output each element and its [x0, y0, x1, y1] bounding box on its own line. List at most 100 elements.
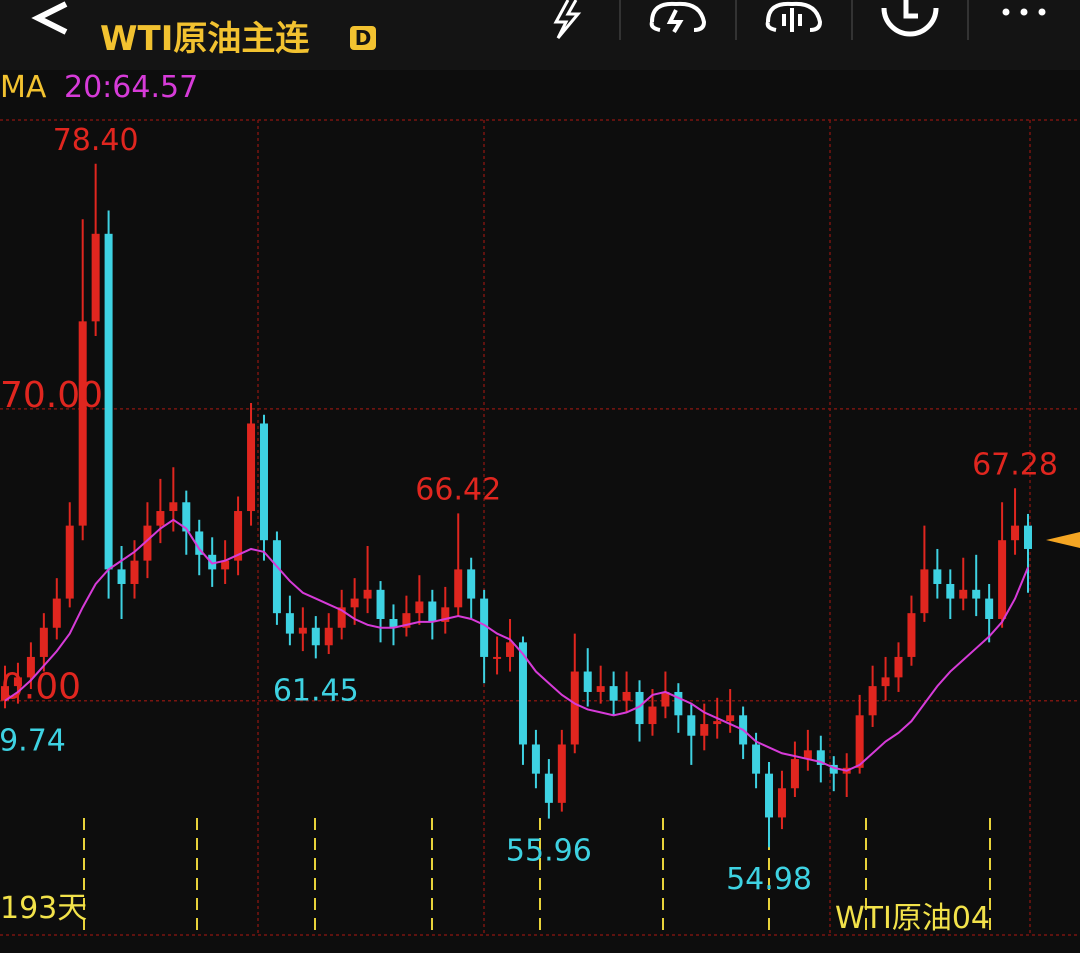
- candle-body: [402, 613, 411, 628]
- candle-body: [959, 589, 968, 599]
- candle-body: [195, 531, 204, 555]
- candle-body: [933, 569, 942, 584]
- candle-body: [713, 721, 722, 725]
- header-bar: [0, 0, 1080, 70]
- candle-body: [687, 715, 696, 736]
- candle-body: [454, 569, 463, 608]
- candle-body: [752, 744, 761, 774]
- badge-box: [350, 26, 376, 50]
- candle-body: [26, 656, 35, 678]
- back-button[interactable]: [31, 1, 68, 35]
- high-label: 66.42: [415, 472, 501, 507]
- candle-body: [894, 656, 903, 678]
- candle-body: [104, 233, 113, 570]
- candle-body: [506, 642, 515, 657]
- candle-body: [557, 744, 566, 803]
- candle-body: [363, 589, 372, 599]
- candle-body: [674, 691, 683, 716]
- low-label: 55.96: [506, 834, 592, 869]
- time-grid: [0, 119, 1080, 936]
- candle-body: [661, 691, 670, 707]
- candle-body: [609, 686, 618, 701]
- candle-body: [467, 569, 476, 599]
- chart-title: WTI原油主连: [100, 19, 310, 59]
- candle-body: [855, 715, 864, 768]
- candle-body: [311, 627, 320, 646]
- candle-body: [518, 642, 527, 745]
- candle-body: [221, 560, 230, 570]
- candle-body: [259, 423, 268, 541]
- ma-name: MA: [0, 70, 47, 105]
- candle-body: [596, 686, 605, 692]
- candle-body: [91, 233, 100, 322]
- candle-body: [803, 750, 812, 760]
- footer-right: WTI原油04: [835, 901, 990, 936]
- candle-body: [156, 511, 165, 526]
- high-label: 78.40: [53, 123, 139, 158]
- candle-body: [480, 598, 489, 657]
- candle-body: [117, 569, 126, 584]
- candle-body: [493, 656, 502, 659]
- cloud-icon[interactable]: [765, 1, 823, 32]
- candle-body: [622, 691, 631, 701]
- candle-body: [700, 724, 709, 736]
- high-label: 67.28: [972, 447, 1058, 482]
- footer-left: 193天: [0, 891, 87, 926]
- header-separators: [619, 0, 969, 40]
- candle-body: [52, 598, 61, 628]
- candle-body: [337, 607, 346, 628]
- candle-body: [78, 321, 87, 526]
- badge: D: [355, 26, 372, 50]
- clock-hand: [903, 0, 918, 19]
- candle-body: [1024, 525, 1032, 549]
- candle-body: [726, 715, 735, 722]
- candle-body: [298, 627, 307, 634]
- more-dot[interactable]: [1002, 8, 1010, 16]
- more-dot[interactable]: [1038, 8, 1046, 16]
- candle-body: [1, 686, 9, 701]
- candle-body: [1011, 525, 1020, 541]
- ma-value: 20:64.57: [64, 70, 198, 105]
- candle-body: [65, 525, 74, 599]
- candle-body: [583, 671, 592, 692]
- last-price-pointer: [1046, 532, 1080, 548]
- candle-body: [441, 607, 450, 622]
- more-dot[interactable]: [1020, 8, 1028, 16]
- candle-body: [182, 502, 191, 532]
- candle-body: [881, 677, 890, 687]
- candle-body: [635, 691, 644, 725]
- candle-body: [247, 423, 256, 512]
- candle-body: [376, 589, 385, 620]
- candle-body: [234, 511, 243, 561]
- y-tick-label: 70.00: [0, 375, 103, 416]
- candle-body: [648, 706, 657, 725]
- candle-body: [985, 598, 994, 620]
- candle-body: [946, 583, 955, 599]
- cloud-flash-icon[interactable]: [649, 1, 707, 34]
- candle-body: [544, 773, 553, 803]
- candle-body: [324, 627, 333, 646]
- low-label: 61.45: [273, 673, 359, 708]
- candle-body: [777, 788, 786, 818]
- candle-body: [389, 619, 398, 628]
- candle-body: [130, 560, 139, 584]
- clock-icon[interactable]: [881, 7, 939, 37]
- candle-body: [272, 540, 281, 614]
- candle-body: [415, 601, 424, 614]
- candle-body: [39, 627, 48, 657]
- candle-body: [790, 759, 799, 789]
- candle-body: [998, 540, 1007, 620]
- ma-line: [4, 518, 1029, 772]
- flash-icon[interactable]: [553, 0, 582, 39]
- candle-body: [570, 671, 579, 745]
- y-tick-label: 60.00: [0, 667, 81, 708]
- candle-body: [920, 569, 929, 614]
- candle-body: [531, 744, 540, 774]
- candle-body: [285, 613, 294, 634]
- candle-body: [907, 613, 916, 657]
- candle-body: [829, 764, 838, 774]
- candle-body: [868, 686, 877, 716]
